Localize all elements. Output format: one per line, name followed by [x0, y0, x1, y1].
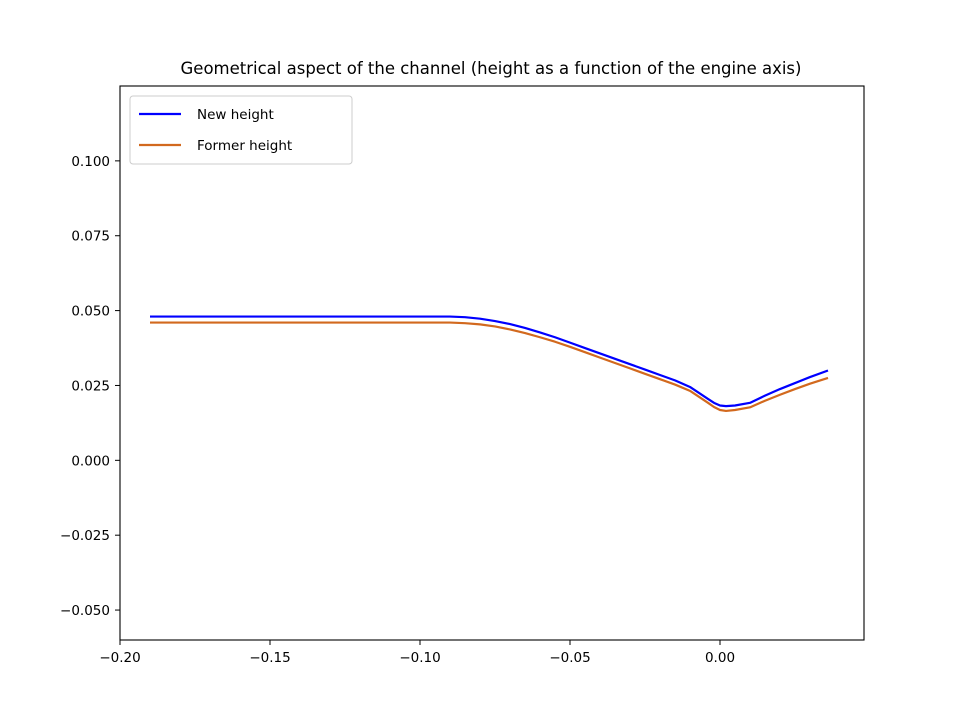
- x-tick-label: 0.00: [705, 650, 735, 666]
- y-tick-label: 0.000: [71, 453, 110, 469]
- y-tick-label: 0.025: [71, 378, 110, 394]
- series-line-2: [150, 321, 829, 413]
- x-tick-label: −0.15: [249, 650, 290, 666]
- legend: New height Former height: [129, 95, 353, 165]
- y-tick-label: −0.050: [60, 603, 110, 619]
- y-tick-label: −0.025: [60, 528, 110, 544]
- y-tick-label: 0.100: [71, 154, 110, 170]
- legend-label-2: Former height: [197, 138, 292, 154]
- chart-title: Geometrical aspect of the channel (heigh…: [181, 59, 802, 78]
- legend-label-1: New height: [197, 107, 274, 123]
- plot-frame: [119, 85, 865, 641]
- y-tick-label: 0.050: [71, 304, 110, 320]
- x-tick-label: −0.20: [99, 650, 140, 666]
- legend-box: [129, 95, 353, 165]
- x-tick-label: −0.10: [399, 650, 440, 666]
- y-tick-label: 0.075: [71, 229, 110, 245]
- y-axis: −0.050 −0.025 0.000 0.025 0.050 0.075 0.100: [60, 154, 120, 619]
- plot-area: −0.20 −0.15 −0.10 −0.05 0.00 −0.050 −0.025 0.0…: [60, 85, 865, 666]
- x-tick-label: −0.05: [549, 650, 590, 666]
- series-line-1: [150, 315, 829, 408]
- x-axis: −0.20 −0.15 −0.10 −0.05 0.00: [99, 640, 735, 666]
- series-layer: [150, 315, 829, 413]
